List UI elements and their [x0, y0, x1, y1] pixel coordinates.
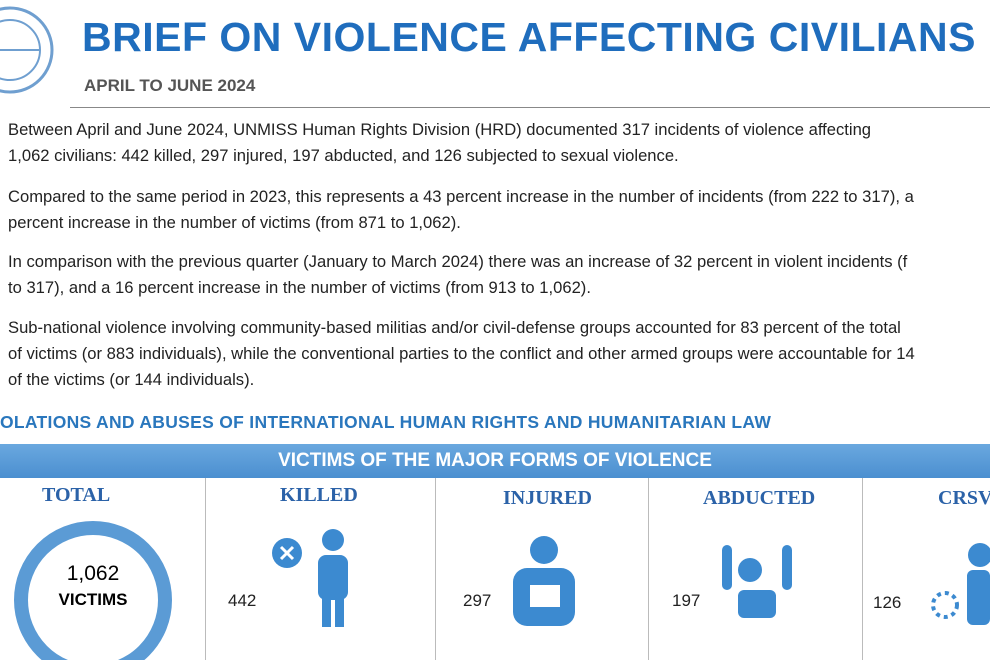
total-ring: [14, 521, 172, 660]
separator: [862, 478, 863, 660]
total-label: TOTAL: [42, 484, 111, 506]
subtitle: APRIL TO JUNE 2024: [84, 76, 256, 95]
card-value: 197: [672, 591, 701, 610]
card-label: KILLED: [280, 484, 358, 506]
paragraph-line: percent increase in the number of victim…: [8, 213, 461, 232]
paragraph-line: of victims (or 883 individuals), while t…: [8, 344, 915, 363]
total-value: 1,062: [66, 562, 120, 585]
rule: [70, 107, 990, 108]
card-label: INJURED: [503, 487, 592, 509]
card-value: 126: [873, 593, 902, 612]
paragraph-line: Between April and June 2024, UNMISS Huma…: [8, 120, 872, 139]
section-heading: OLATIONS AND ABUSES OF INTERNATIONAL HUM…: [0, 412, 772, 432]
separator: [205, 478, 206, 660]
card-label: ABDUCTED: [703, 487, 816, 509]
total-unit: VICTIMS: [58, 590, 128, 609]
paragraph-line: 1,062 civilians: 442 killed, 297 injured…: [8, 146, 679, 165]
card-value: 442: [228, 591, 257, 610]
paragraph-line: of the victims (or 144 individuals).: [8, 370, 255, 389]
separator: [435, 478, 436, 660]
title: BRIEF ON VIOLENCE AFFECTING CIVILIANS: [82, 14, 976, 60]
un-logo: [0, 6, 54, 94]
paragraph-line: Compared to the same period in 2023, thi…: [8, 187, 914, 206]
paragraph-line: Sub-national violence involving communit…: [8, 318, 901, 337]
card-label: CRSV: [938, 487, 990, 509]
paragraph-line: In comparison with the previous quarter …: [8, 252, 908, 271]
card-value: 297: [463, 591, 492, 610]
banner: VICTIMS OF THE MAJOR FORMS OF VIOLENCE: [0, 444, 990, 478]
separator: [648, 478, 649, 660]
paragraph-line: to 317), and a 16 percent increase in th…: [8, 278, 591, 297]
